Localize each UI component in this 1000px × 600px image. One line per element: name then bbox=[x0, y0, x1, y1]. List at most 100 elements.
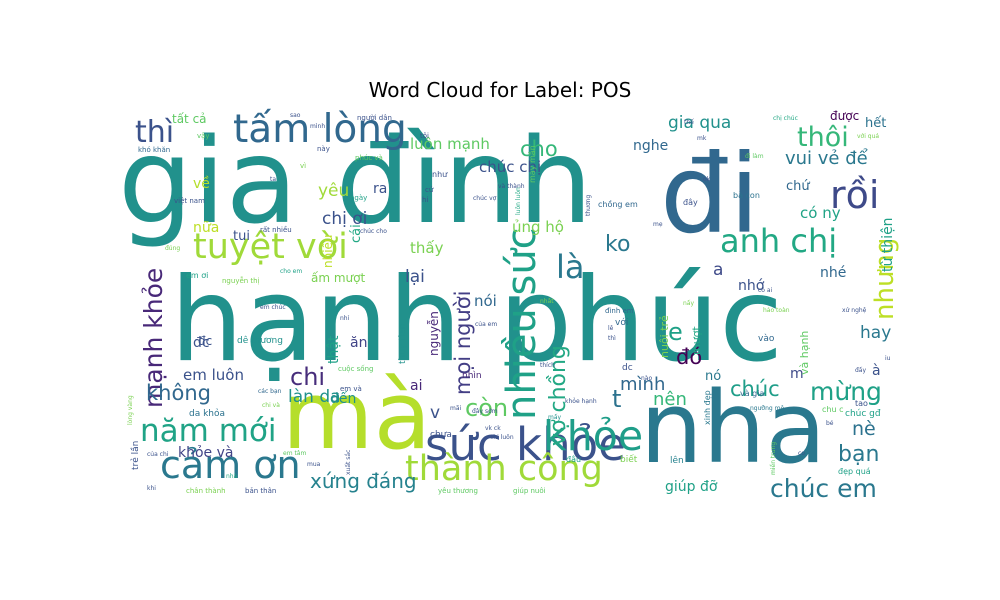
cloud-word: luôn luôn bbox=[515, 187, 522, 215]
cloud-word: năm mới bbox=[140, 413, 276, 449]
cloud-word: xứ nghệ bbox=[842, 307, 867, 314]
cloud-word: nhất bbox=[540, 298, 554, 305]
cloud-word: nữa bbox=[193, 220, 219, 236]
cloud-word: và gia bbox=[740, 389, 764, 398]
cloud-word: mãi bbox=[450, 405, 462, 412]
cloud-word: ra bbox=[373, 181, 387, 197]
cloud-word: e bbox=[668, 318, 683, 346]
cloud-word: dê thương bbox=[237, 335, 283, 346]
cloud-word: cho bbox=[520, 137, 558, 161]
cloud-word: iu bbox=[885, 355, 891, 362]
cloud-word: đây bbox=[683, 198, 698, 207]
cloud-word: mọi người bbox=[451, 291, 475, 395]
cloud-word: em ơi bbox=[186, 271, 208, 280]
cloud-word: da khỏa bbox=[189, 408, 225, 419]
cloud-word: chúc gđ bbox=[845, 409, 881, 419]
cloud-word: và hạnh bbox=[798, 331, 811, 375]
cloud-word: việt nam bbox=[174, 197, 205, 205]
cloud-word: v bbox=[430, 403, 440, 423]
cloud-word: ngưỡng mộ bbox=[750, 405, 784, 412]
cloud-word: đẹp quá bbox=[838, 467, 871, 476]
cloud-word: xinh đẹp bbox=[703, 390, 712, 425]
cloud-word: đấy bbox=[855, 367, 866, 374]
cloud-word: nè bbox=[852, 418, 876, 440]
cloud-word: dc bbox=[622, 363, 633, 373]
cloud-word: anh chị bbox=[720, 222, 837, 260]
cloud-word: bé bbox=[826, 420, 834, 427]
cloud-word: em tâm bbox=[283, 450, 306, 457]
cloud-word: còn bbox=[465, 394, 508, 422]
cloud-word: và thành bbox=[498, 183, 525, 190]
cloud-word: không bbox=[146, 381, 211, 405]
cloud-word: nhìn bbox=[462, 371, 482, 381]
cloud-word: đi bbox=[660, 131, 759, 258]
cloud-word: vui vẻ để bbox=[785, 148, 868, 169]
cloud-word: tui bbox=[233, 229, 250, 244]
cloud-word: đc bbox=[193, 335, 210, 351]
cloud-word: nó bbox=[705, 369, 721, 384]
cloud-word: vợ chồng bbox=[546, 345, 571, 446]
cloud-word: nhỉ bbox=[340, 315, 350, 322]
cloud-word: ấm mượt bbox=[311, 271, 365, 285]
cloud-word: tấm lòng bbox=[233, 107, 407, 152]
cloud-word: mk bbox=[697, 135, 707, 142]
cloud-word: khỏe và bbox=[178, 445, 233, 461]
cloud-word: hay bbox=[860, 323, 891, 343]
cloud-word: mấy bbox=[548, 414, 562, 421]
cloud-word: nhiều bbox=[321, 234, 335, 268]
cloud-word: nuôi trẻ bbox=[658, 315, 671, 358]
cloud-word: nhé bbox=[820, 265, 846, 281]
cloud-word: thành công bbox=[405, 449, 603, 489]
cloud-word: cảm ơn bbox=[160, 443, 301, 487]
cloud-word: ăn bbox=[350, 335, 367, 351]
cloud-word: ko bbox=[605, 232, 630, 257]
cloud-word: xuất sắc bbox=[345, 450, 352, 475]
cloud-word: yêu thương bbox=[438, 487, 478, 495]
cloud-word: chúc cho bbox=[360, 228, 387, 235]
cloud-word: khi bbox=[147, 485, 156, 492]
cloud-word: với bbox=[615, 317, 628, 328]
cloud-word: đó bbox=[676, 345, 702, 369]
cloud-word: đây sớm bbox=[472, 408, 498, 415]
chart-title: Word Cloud for Label: POS bbox=[368, 78, 632, 102]
cloud-word: thương bbox=[585, 195, 592, 216]
cloud-word: phúc và bbox=[355, 154, 383, 162]
cloud-word: nhưng bbox=[870, 238, 900, 320]
cloud-word: hi bbox=[422, 196, 428, 204]
cloud-word: hết bbox=[865, 116, 886, 131]
cloud-word: vậy bbox=[197, 132, 210, 140]
cloud-word: biết bbox=[620, 454, 638, 465]
cloud-word: thích bbox=[540, 362, 555, 369]
cloud-word: ngày bbox=[350, 194, 367, 202]
cloud-word: bạn bbox=[838, 442, 879, 467]
cloud-word: cô ai bbox=[758, 287, 773, 294]
cloud-word: người dân bbox=[357, 114, 392, 122]
cloud-word: tao bbox=[855, 399, 868, 408]
cloud-word: trẻ lần bbox=[130, 441, 141, 470]
cloud-word: tất cả bbox=[172, 112, 207, 126]
cloud-word: vk ck bbox=[485, 425, 501, 432]
cloud-word: rồi bbox=[830, 173, 879, 217]
cloud-word: t bbox=[612, 385, 621, 413]
cloud-word: ta bbox=[270, 176, 276, 183]
cloud-word: mình bbox=[310, 123, 325, 130]
cloud-word: ai bbox=[410, 378, 422, 394]
cloud-word: hạnh phúc bbox=[170, 253, 783, 388]
cloud-word: cứ bbox=[425, 186, 434, 194]
cloud-word: co bbox=[798, 450, 805, 457]
cloud-word: cho em bbox=[280, 268, 302, 275]
cloud-word: chúc em bbox=[770, 474, 877, 503]
cloud-word: chị chúc bbox=[773, 115, 798, 122]
cloud-word: hảo toàn bbox=[763, 307, 790, 314]
cloud-word: lên bbox=[670, 455, 684, 466]
cloud-word: rất nhiều bbox=[260, 226, 292, 234]
cloud-word: nói bbox=[474, 292, 497, 310]
cloud-word: chúc bbox=[730, 377, 780, 401]
cloud-word: được bbox=[830, 109, 859, 123]
cloud-word: chu c bbox=[822, 405, 843, 414]
cloud-word: đi làm bbox=[745, 153, 764, 160]
cloud-word: mua bbox=[307, 461, 321, 468]
cloud-word: thấy bbox=[410, 239, 444, 257]
